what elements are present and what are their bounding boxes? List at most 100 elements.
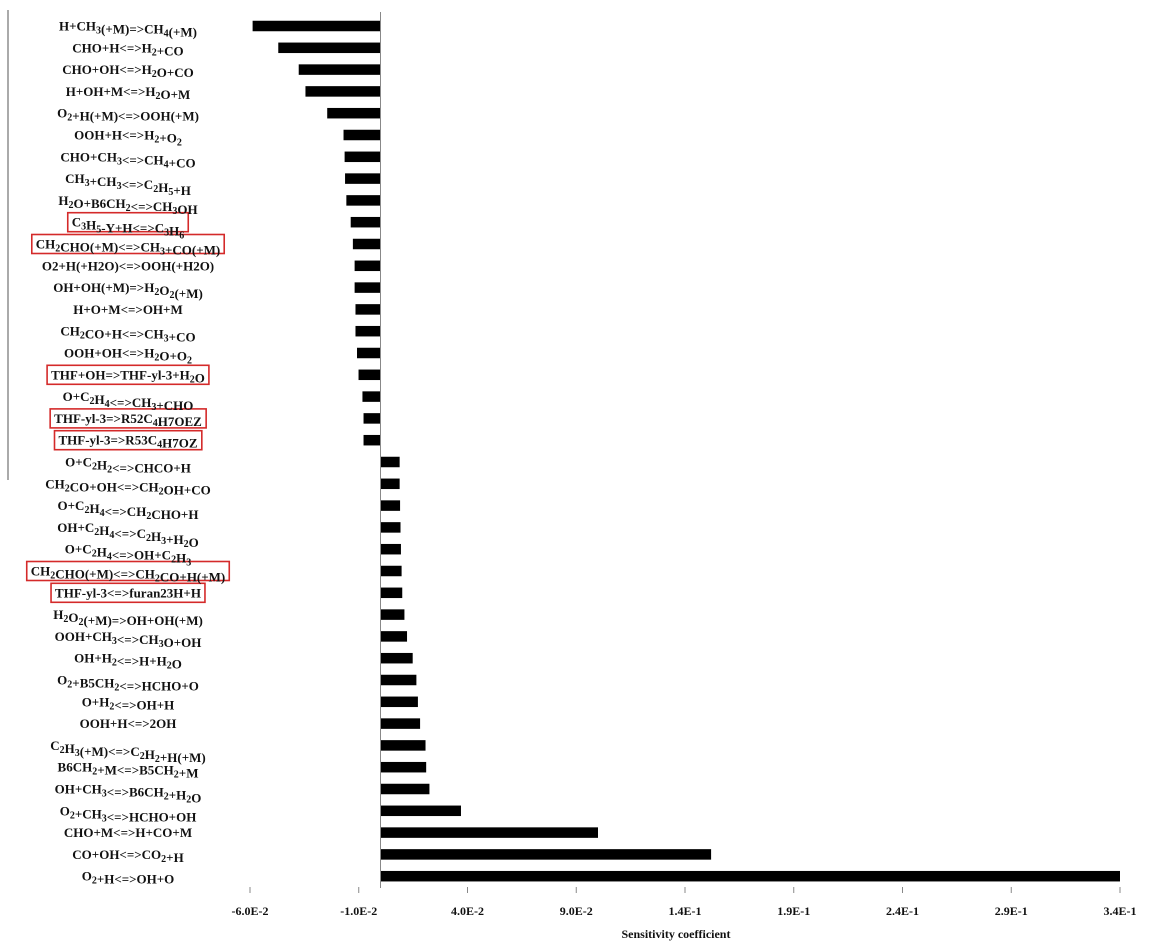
category-label-h-o-moh-m: H+O+M<=>OH+M [73, 302, 182, 317]
category-label-ooh-ch3ch3o-oh: OOH+CH3<=>CH3O+OH [55, 629, 202, 650]
highlight-box-ch2cho-m-ch3-co-m [30, 233, 226, 255]
bar-ch2co-ohch2oh-co [380, 478, 400, 490]
bar-thf-yl-3-r52c4h7oez [363, 413, 381, 424]
category-label-b6ch2-mb5ch2-m: B6CH2+M<=>B5CH2+M [58, 760, 199, 781]
bar-o-c2h4oh-c2h3 [380, 543, 401, 555]
category-label-o2-h-m-ooh-m: O2+H(+M)<=>OOH(+M) [57, 106, 199, 124]
category-label-cho-mh-co-m: CHO+M<=>H+CO+M [64, 825, 192, 840]
bar-o-c2h4ch2cho-h [380, 500, 401, 511]
bar-oh-oh-m-h2o2-m [354, 282, 381, 293]
bar-o2-h-h2o-ooh-h2o [354, 260, 381, 272]
category-label-h2o2-m-oh-oh-m: H2O2(+M)=>OH+OH(+M) [53, 607, 203, 628]
highlight-box-thf-yl-3-r52c4h7oez [49, 408, 207, 429]
category-label-o2-b5ch2hcho-o: O2+B5CH2<=>HCHO+O [57, 673, 199, 694]
highlight-box-thf-yl-3-r53c4h7oz [53, 429, 203, 451]
category-label-ch2cho-m-ch2co-h-m: CH2CHO(+M)<=>CH2CO+H(+M) [31, 564, 226, 585]
x-tick-label: 1.9E-1 [777, 904, 810, 918]
category-label-o2-hoh-o: O2+H<=>OH+O [82, 869, 175, 887]
category-label-ch2co-ohch2oh-co: CH2CO+OH<=>CH2OH+CO [45, 476, 211, 497]
category-label-c2h3-m-c2h2-h-m: C2H3(+M)<=>C2H2+H(+M) [50, 738, 205, 765]
bar-h2o2-m-oh-oh-m [380, 609, 405, 620]
bar-ch2cho-m-ch3-co-m [352, 238, 381, 250]
category-label-cho-hh2-co: CHO+H<=>H2+CO [72, 40, 183, 58]
category-label-cho-ch3ch4-co: CHO+CH3<=>CH4+CO [60, 149, 195, 170]
highlight-box-c3h5-y-hc3h6 [66, 211, 190, 233]
bar-ooh-ch3ch3o-oh [380, 631, 408, 642]
bar-cho-mh-co-m [380, 827, 598, 838]
highlight-box-thf-yl-3furan23h-h [50, 582, 206, 604]
bar-ch2co-hch3-co [355, 325, 381, 337]
category-label-o-c2h4ch2cho-h: O+C2H4<=>CH2CHO+H [58, 498, 199, 522]
category-label-o-c2h2chco-h: O+C2H2<=>CHCO+H [65, 455, 191, 476]
x-tick-label: 2.9E-1 [995, 904, 1028, 918]
bar-thf-yl-3-r53c4h7oz [363, 434, 381, 446]
bar-cho-ohh2o-co [298, 64, 381, 75]
bar-ch2cho-m-ch2co-h-m [380, 565, 402, 577]
category-label-ch2cho-m-ch3-co-m: CH2CHO(+M)<=>CH3+CO(+M) [36, 237, 220, 258]
bar-oh-c2h4c2h3-h2o [380, 522, 401, 533]
bar-h-ch3-m-ch4-m [252, 20, 381, 32]
bar-o-c2h2chco-h [380, 456, 400, 468]
x-tick-label: 4.0E-2 [451, 904, 484, 918]
category-label-thf-yl-3-r52c4h7oez: THF-yl-3=>R52C4H7OEZ [54, 411, 202, 429]
category-label-thf-yl-3-r53c4h7oz: THF-yl-3=>R53C4H7OZ [59, 433, 198, 451]
category-label-o-h2oh-h: O+H2<=>OH+H [82, 694, 175, 712]
x-tick-label: -1.0E-2 [340, 904, 377, 918]
category-labels-group: H+CH3(+M)=>CH4(+M)CHO+H<=>H2+CO CHO+OH<=>… [31, 19, 226, 887]
highlight-box-thf-oh-thf-yl-3-h2o [46, 364, 210, 386]
x-tick-label: 2.4E-1 [886, 904, 919, 918]
category-label-oh-h2h-h2o: OH+H2<=>H+H2O [74, 651, 182, 672]
bar-thf-yl-3furan23h-h [380, 587, 403, 599]
bar-cho-ch3ch4-co [344, 151, 381, 163]
x-axis: -6.0E-2 -1.0E-2 4.0E-2 9.0E-2 1.4E-1 1.9E-1 2.… [232, 12, 1137, 918]
bar-o-c2h4ch3-cho [362, 391, 381, 402]
x-tick-label: 1.4E-1 [669, 904, 702, 918]
bar-b6ch2-mb5ch2-m [380, 761, 427, 773]
bars-group [252, 20, 1120, 882]
bar-o2-hoh-o [380, 870, 1120, 882]
category-label-oh-c2h4c2h3-h2o: OH+C2H4<=>C2H3+H2O [57, 520, 199, 550]
bar-thf-oh-thf-yl-3-h2o [358, 369, 381, 381]
bar-c3h5-y-hc3h6 [350, 216, 381, 228]
bar-ch3-ch3c2h5-h [345, 173, 381, 184]
x-tick-label: 3.4E-1 [1104, 904, 1137, 918]
bar-ooh-h2oh [380, 718, 421, 729]
category-label-thf-yl-3furan23h-h: THF-yl-3<=>furan23H+H [55, 585, 201, 600]
category-label-ch2co-hch3-co: CH2CO+H<=>CH3+CO [60, 324, 195, 345]
category-label-thf-oh-thf-yl-3-h2o: THF+OH=>THF-yl-3+H2O [51, 367, 205, 385]
bar-h2o-b6ch2ch3oh [346, 195, 381, 206]
category-label-ooh-ohh2o-o2: OOH+OH<=>H2O+O2 [64, 346, 192, 367]
bar-co-ohco2-h [380, 849, 712, 860]
x-tick-label: -6.0E-2 [232, 904, 269, 918]
category-label-o2-ch3hcho-oh: O2+CH3<=>HCHO+OH [60, 803, 197, 824]
category-label-ooh-hh2-o2: OOH+H<=>H2+O2 [74, 128, 182, 149]
bar-oh-ch3b6ch2-h2o [380, 783, 430, 795]
category-label-o-c2h4ch3-cho: O+C2H4<=>CH3+CHO [63, 389, 194, 413]
category-label-o-c2h4oh-c2h3: O+C2H4<=>OH+C2H3 [65, 542, 191, 569]
x-axis-label: Sensitivity coefficient [622, 927, 731, 941]
category-label-h-oh-mh2o-m: H+OH+M<=>H2O+M [66, 84, 191, 102]
bar-o2-ch3hcho-oh [380, 805, 461, 817]
category-label-c3h5-y-hc3h6: C3H5-Y+H<=>C3H6 [72, 215, 185, 242]
category-label-oh-oh-m-h2o2-m: OH+OH(+M)=>H2O2(+M) [53, 280, 203, 301]
category-label-o2-h-h2o-ooh-h2o: O2+H(+H2O)<=>OOH(+H2O) [42, 258, 214, 273]
category-label-co-ohco2-h: CO+OH<=>CO2+H [72, 847, 183, 865]
category-label-h2o-b6ch2ch3oh: H2O+B6CH2<=>CH3OH [58, 193, 197, 217]
bar-o-h2oh-h [380, 696, 418, 708]
category-label-ooh-h2oh: OOH+H<=>2OH [80, 716, 177, 731]
bar-c2h3-m-c2h2-h-m [380, 740, 426, 751]
bar-cho-hh2-co [278, 42, 381, 54]
bar-o2-b5ch2hcho-o [380, 674, 417, 686]
bar-o2-h-m-ooh-m [327, 107, 381, 119]
bar-h-oh-mh2o-m [305, 86, 381, 97]
category-label-cho-ohh2o-co: CHO+OH<=>H2O+CO [62, 62, 194, 80]
category-label-h-ch3-m-ch4-m: H+CH3(+M)=>CH4(+M) [59, 19, 197, 40]
x-tick-label: 9.0E-2 [560, 904, 593, 918]
highlight-boxes-group [25, 211, 231, 604]
highlight-box-ch2cho-m-ch2co-h-m [25, 560, 231, 582]
bar-ooh-ohh2o-o2 [357, 347, 381, 359]
bar-ooh-hh2-o2 [343, 129, 381, 141]
bar-h-o-moh-m [355, 304, 381, 315]
category-label-oh-ch3b6ch2-h2o: OH+CH3<=>B6CH2+H2O [55, 782, 202, 806]
